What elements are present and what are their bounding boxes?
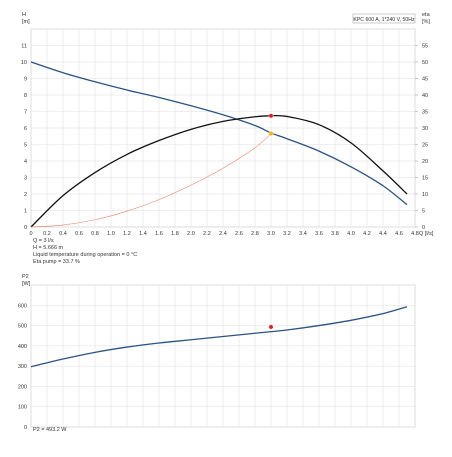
y-tick-label: 1 [24, 209, 27, 215]
head-duty-point [268, 131, 274, 136]
y-tick-label: 11 [21, 44, 27, 50]
y2-axis-title-line-1: eta [422, 12, 431, 18]
y2-tick-label: 20 [422, 159, 428, 165]
p2-tick-label: 200 [18, 384, 27, 390]
y2-tick-label: 55 [422, 44, 428, 50]
info-liquid-temperature: Liquid temperature during operation = 0 … [33, 252, 138, 258]
x-tick-label: 0.8 [91, 231, 99, 237]
x-tick-label: 3.0 [267, 231, 275, 237]
p2-tick-label: 400 [18, 344, 27, 350]
y2-tick-label: 45 [422, 77, 428, 83]
chart-title: KPC 600 A, 1*240 V, 50Hz [353, 17, 415, 23]
x-tick-label: 4.6 [395, 231, 403, 237]
info-head: H = 5.666 m [33, 245, 64, 251]
x-tick-label: 0.4 [59, 231, 67, 237]
p2-axis-title-line-2: [W] [22, 281, 31, 287]
x-tick-label: 2.0 [187, 231, 195, 237]
y2-tick-label: 35 [422, 110, 428, 116]
x-tick-label: 4.2 [363, 231, 371, 237]
y2-tick-label: 50 [422, 60, 428, 66]
y-tick-label: 5 [24, 143, 27, 149]
x-tick-label: 1.2 [123, 231, 131, 237]
x-tick-label: 4.4 [379, 231, 387, 237]
power-curve [30, 306, 408, 368]
y-axis-title-line-1: H [22, 12, 26, 18]
y2-tick-label: 10 [422, 192, 428, 198]
p2-tick-label: 100 [18, 405, 27, 411]
y-tick-label: 3 [24, 176, 27, 182]
x-tick-label: 2.2 [203, 231, 211, 237]
y-tick-label: 0 [24, 225, 27, 231]
info-flow: Q = 3 l/s [33, 238, 54, 244]
y-tick-label: 4 [24, 159, 27, 165]
y-tick-label: 10 [21, 60, 27, 66]
y-tick-label: 7 [24, 110, 27, 116]
head-curve [30, 61, 408, 206]
y-tick-label: 9 [24, 77, 27, 83]
info-power: P2 = 493.2 W [33, 427, 67, 433]
x-axis-title: Q [l/s] [419, 231, 434, 237]
p2-tick-label: 600 [18, 303, 27, 309]
x-tick-label: 1.4 [139, 231, 147, 237]
y2-axis-title-line-2: [%] [422, 19, 430, 25]
x-tick-label: 3.8 [331, 231, 339, 237]
x-tick-label: 3.4 [299, 231, 307, 237]
x-tick-label: 1.8 [171, 231, 179, 237]
y2-tick-label: 0 [422, 225, 425, 231]
y-axis-title-line-2: [m] [22, 19, 30, 25]
y-tick-label: 8 [24, 93, 27, 99]
power-duty-point [268, 324, 274, 330]
x-tick-label: 2.8 [251, 231, 259, 237]
x-tick-label: 2.4 [219, 231, 227, 237]
x-tick-label: 0.2 [43, 231, 51, 237]
x-tick-label: 1.6 [155, 231, 163, 237]
y2-tick-label: 15 [422, 176, 428, 182]
y-tick-label: 2 [24, 192, 27, 198]
duty-efficiency-curve [30, 133, 272, 228]
x-tick-label: 4.8 [411, 231, 419, 237]
x-tick-label: 2.6 [235, 231, 243, 237]
x-tick-label: 3.6 [315, 231, 323, 237]
title-box [352, 13, 416, 24]
efficiency-duty-point [268, 113, 274, 119]
info-eta-pump: Eta pump = 33.7 % [33, 259, 80, 265]
p2-tick-label: 300 [18, 364, 27, 370]
x-tick-label: 1.0 [107, 231, 115, 237]
y2-tick-label: 5 [422, 209, 425, 215]
x-tick-label: 3.2 [283, 231, 291, 237]
y2-tick-label: 25 [422, 143, 428, 149]
efficiency-curve [30, 114, 408, 228]
x-tick-label: 0.6 [75, 231, 83, 237]
p2-tick-label: 0 [24, 425, 27, 431]
x-tick-label: 0 [29, 231, 32, 237]
y2-tick-label: 40 [422, 93, 428, 99]
y-tick-label: 6 [24, 126, 27, 132]
p2-axis-title-line-1: P2 [22, 274, 29, 280]
p2-tick-label: 500 [18, 324, 27, 330]
x-tick-label: 4.0 [347, 231, 355, 237]
y2-tick-label: 30 [422, 126, 428, 132]
